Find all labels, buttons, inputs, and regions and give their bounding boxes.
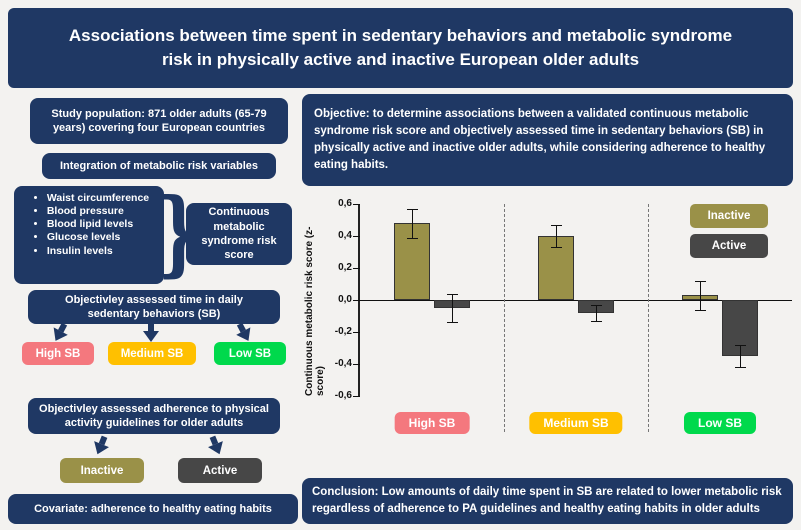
y-tick-label: 0,4 bbox=[338, 229, 352, 241]
y-tick-label: 0,0 bbox=[338, 293, 352, 305]
bar-chart: Continuous metabolic risk score (z-score… bbox=[302, 192, 796, 444]
error-bar-cap bbox=[407, 237, 418, 239]
zero-line bbox=[360, 300, 792, 301]
category-label-medium-sb: Medium SB bbox=[529, 412, 623, 434]
risk-variables-list: Waist circumference Blood pressure Blood… bbox=[33, 192, 149, 258]
y-tick-label: -0,2 bbox=[334, 325, 352, 337]
brace-icon: } bbox=[158, 178, 200, 288]
risk-variable-item: Insulin levels bbox=[47, 245, 149, 258]
integration-box: Integration of metabolic risk variables bbox=[42, 153, 276, 179]
error-bar-cap bbox=[551, 247, 562, 249]
arrow-down-right-icon bbox=[205, 434, 227, 458]
group-separator bbox=[648, 204, 649, 432]
group-separator bbox=[504, 204, 505, 432]
error-bar-cap bbox=[591, 304, 602, 306]
risk-variable-item: Blood lipid levels bbox=[47, 218, 149, 231]
error-bar-cap bbox=[695, 280, 706, 282]
error-bar-cap bbox=[447, 293, 458, 295]
page-title: Associations between time spent in seden… bbox=[8, 8, 793, 88]
arrow-down-left-icon bbox=[90, 434, 112, 458]
y-tick-label: 0,2 bbox=[338, 261, 352, 273]
category-label-high-sb: High SB bbox=[394, 412, 470, 434]
y-tick-label: -0,6 bbox=[334, 389, 352, 401]
error-bar bbox=[596, 304, 597, 321]
covariate-box: Covariate: adherence to healthy eating h… bbox=[8, 494, 298, 524]
y-tick-mark bbox=[353, 236, 360, 237]
y-tick-mark bbox=[353, 268, 360, 269]
error-bar bbox=[556, 224, 557, 248]
error-bar-cap bbox=[735, 367, 746, 369]
legend-active: Active bbox=[690, 234, 768, 258]
active-badge: Active bbox=[178, 458, 262, 483]
error-bar-cap bbox=[407, 208, 418, 210]
y-tick-mark bbox=[353, 364, 360, 365]
error-bar-cap bbox=[447, 322, 458, 324]
inactive-badge: Inactive bbox=[60, 458, 144, 483]
error-bar bbox=[412, 208, 413, 238]
y-tick-mark bbox=[353, 300, 360, 301]
risk-variable-item: Waist circumference bbox=[47, 192, 149, 205]
category-label-low-sb: Low SB bbox=[684, 412, 756, 434]
medium-sb-badge: Medium SB bbox=[108, 342, 196, 365]
error-bar bbox=[740, 344, 741, 368]
risk-score-box: Continuous metabolic syndrome risk score bbox=[186, 203, 292, 265]
low-sb-badge: Low SB bbox=[214, 342, 286, 365]
high-sb-badge: High SB bbox=[22, 342, 94, 365]
conclusion-box: Conclusion: Low amounts of daily time sp… bbox=[302, 478, 793, 524]
y-tick-label: -0,4 bbox=[334, 357, 352, 369]
sb-time-box: Objectivley assessed time in daily seden… bbox=[28, 290, 280, 324]
y-tick-label: 0,6 bbox=[338, 197, 352, 209]
error-bar-cap bbox=[551, 224, 562, 226]
error-bar bbox=[700, 280, 701, 310]
arrow-down-icon bbox=[143, 323, 159, 342]
error-bar-cap bbox=[591, 320, 602, 322]
legend-inactive: Inactive bbox=[690, 204, 768, 228]
y-tick-mark bbox=[353, 396, 360, 397]
risk-variable-item: Glucose levels bbox=[47, 231, 149, 244]
risk-variables-box: Waist circumference Blood pressure Blood… bbox=[14, 186, 164, 284]
pa-adherence-box: Objectivley assessed adherence to physic… bbox=[28, 398, 280, 434]
error-bar bbox=[452, 293, 453, 323]
y-tick-mark bbox=[353, 204, 360, 205]
error-bar-cap bbox=[735, 344, 746, 346]
y-tick-mark bbox=[353, 332, 360, 333]
chart-plot-area: 0,6 0,4 0,2 0,0 -0,2 -0,4 -0,6 High SB Medium SB… bbox=[335, 198, 792, 434]
study-population-box: Study population: 871 older adults (65-7… bbox=[30, 98, 288, 144]
risk-variable-item: Blood pressure bbox=[47, 205, 149, 218]
objective-box: Objective: to determine associations bet… bbox=[302, 94, 793, 186]
error-bar-cap bbox=[695, 309, 706, 311]
